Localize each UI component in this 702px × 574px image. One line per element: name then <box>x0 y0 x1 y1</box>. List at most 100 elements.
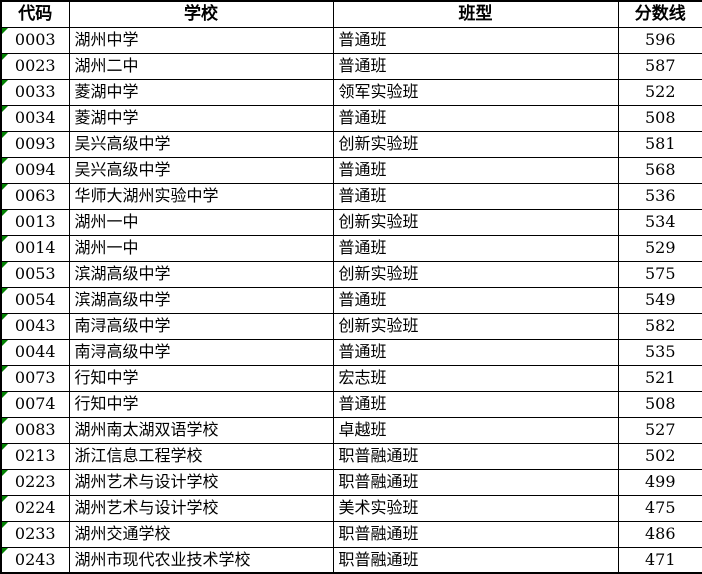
class-type-cell: 创新实验班 <box>332 130 619 158</box>
header-school: 学校 <box>68 0 334 28</box>
school-cell: 行知中学 <box>68 364 334 392</box>
table-row: 0074 行知中学 普通班 508 <box>0 390 702 418</box>
table-row: 0043 南浔高级中学 创新实验班 582 <box>0 312 702 340</box>
header-code: 代码 <box>0 0 70 28</box>
code-value: 0023 <box>14 56 56 75</box>
code-value: 0063 <box>14 186 56 205</box>
cutoff-score: 596 <box>644 30 676 49</box>
table-row: 0243 湖州市现代农业技术学校 职普融通班 471 <box>0 546 702 574</box>
cutoff-score: 581 <box>644 134 676 153</box>
table-row: 0094 吴兴高级中学 普通班 568 <box>0 156 702 184</box>
table-row: 0223 湖州艺术与设计学校 职普融通班 499 <box>0 468 702 496</box>
green-triangle-icon <box>2 28 8 34</box>
cutoff-score: 527 <box>644 420 676 439</box>
code-cell: 0053 <box>0 260 70 288</box>
code-cell: 0083 <box>0 416 70 444</box>
cutoff-cell: 527 <box>617 416 702 444</box>
cutoff-cell: 475 <box>617 494 702 522</box>
code-cell: 0093 <box>0 130 70 158</box>
cutoff-score: 529 <box>644 238 676 257</box>
school-name: 湖州中学 <box>74 30 139 49</box>
cutoff-cell: 581 <box>617 130 702 158</box>
header-cutoff-score: 分数线 <box>617 0 702 28</box>
school-name: 南浔高级中学 <box>74 342 171 361</box>
class-type-cell: 普通班 <box>332 234 619 262</box>
cutoff-cell: 521 <box>617 364 702 392</box>
cutoff-cell: 587 <box>617 52 702 80</box>
class-type: 普通班 <box>338 290 387 309</box>
code-value: 0083 <box>14 420 56 439</box>
school-cell: 行知中学 <box>68 390 334 418</box>
code-cell: 0074 <box>0 390 70 418</box>
class-type: 创新实验班 <box>338 264 419 283</box>
cutoff-score: 522 <box>644 82 676 101</box>
code-cell: 0243 <box>0 546 70 574</box>
code-cell: 0063 <box>0 182 70 210</box>
green-triangle-icon <box>2 444 8 450</box>
cutoff-score: 486 <box>644 524 676 543</box>
class-type-cell: 创新实验班 <box>332 208 619 236</box>
school-cell: 湖州中学 <box>68 26 334 54</box>
table-row: 0233 湖州交通学校 职普融通班 486 <box>0 520 702 548</box>
code-cell: 0044 <box>0 338 70 366</box>
code-cell: 0224 <box>0 494 70 522</box>
code-value: 0073 <box>14 368 56 387</box>
cutoff-cell: 596 <box>617 26 702 54</box>
school-cell: 吴兴高级中学 <box>68 130 334 158</box>
cutoff-score: 575 <box>644 264 676 283</box>
green-triangle-icon <box>2 496 8 502</box>
table-row: 0224 湖州艺术与设计学校 美术实验班 475 <box>0 494 702 522</box>
cutoff-score: 508 <box>644 108 676 127</box>
class-type: 创新实验班 <box>338 212 419 231</box>
school-cell: 湖州二中 <box>68 52 334 80</box>
class-type-cell: 普通班 <box>332 182 619 210</box>
code-cell: 0014 <box>0 234 70 262</box>
green-triangle-icon <box>2 210 8 216</box>
score-table-body: 0003 湖州中学 普通班 596 0023 湖州二中 普通班 587 0033 <box>0 26 702 574</box>
school-name: 湖州艺术与设计学校 <box>74 498 219 517</box>
school-cell: 湖州一中 <box>68 208 334 236</box>
school-cell: 浙江信息工程学校 <box>68 442 334 470</box>
code-value: 0033 <box>14 82 56 101</box>
cutoff-cell: 502 <box>617 442 702 470</box>
green-triangle-icon <box>2 262 8 268</box>
school-name: 湖州市现代农业技术学校 <box>74 549 251 569</box>
cutoff-cell: 575 <box>617 260 702 288</box>
class-type-cell: 职普融通班 <box>332 468 619 496</box>
class-type-cell: 职普融通班 <box>332 442 619 470</box>
school-cell: 湖州一中 <box>68 234 334 262</box>
code-cell: 0233 <box>0 520 70 548</box>
class-type-cell: 创新实验班 <box>332 312 619 340</box>
cutoff-cell: 536 <box>617 182 702 210</box>
school-name: 湖州一中 <box>74 238 139 257</box>
class-type: 职普融通班 <box>338 472 419 491</box>
class-type: 普通班 <box>338 30 387 49</box>
cutoff-score: 535 <box>644 342 676 361</box>
green-triangle-icon <box>2 184 8 190</box>
table-row: 0053 滨湖高级中学 创新实验班 575 <box>0 260 702 288</box>
table-row: 0093 吴兴高级中学 创新实验班 581 <box>0 130 702 158</box>
class-type-cell: 普通班 <box>332 104 619 132</box>
table-row: 0003 湖州中学 普通班 596 <box>0 26 702 54</box>
table-row: 0044 南浔高级中学 普通班 535 <box>0 338 702 366</box>
cutoff-cell: 535 <box>617 338 702 366</box>
code-value: 0044 <box>14 342 56 361</box>
green-triangle-icon <box>2 392 8 398</box>
cutoff-cell: 549 <box>617 286 702 314</box>
green-triangle-icon <box>2 418 8 424</box>
school-name: 湖州南太湖双语学校 <box>74 420 219 439</box>
code-value: 0014 <box>14 238 56 257</box>
school-name: 滨湖高级中学 <box>74 290 171 309</box>
table-row: 0063 华师大湖州实验中学 普通班 536 <box>0 182 702 210</box>
cutoff-cell: 529 <box>617 234 702 262</box>
cutoff-score: 534 <box>644 212 676 231</box>
school-name: 菱湖中学 <box>74 82 139 101</box>
school-cell: 吴兴高级中学 <box>68 156 334 184</box>
code-cell: 0223 <box>0 468 70 496</box>
class-type: 职普融通班 <box>338 446 419 465</box>
code-value: 0233 <box>14 524 56 543</box>
cutoff-cell: 534 <box>617 208 702 236</box>
code-cell: 0003 <box>0 26 70 54</box>
green-triangle-icon <box>2 470 8 476</box>
